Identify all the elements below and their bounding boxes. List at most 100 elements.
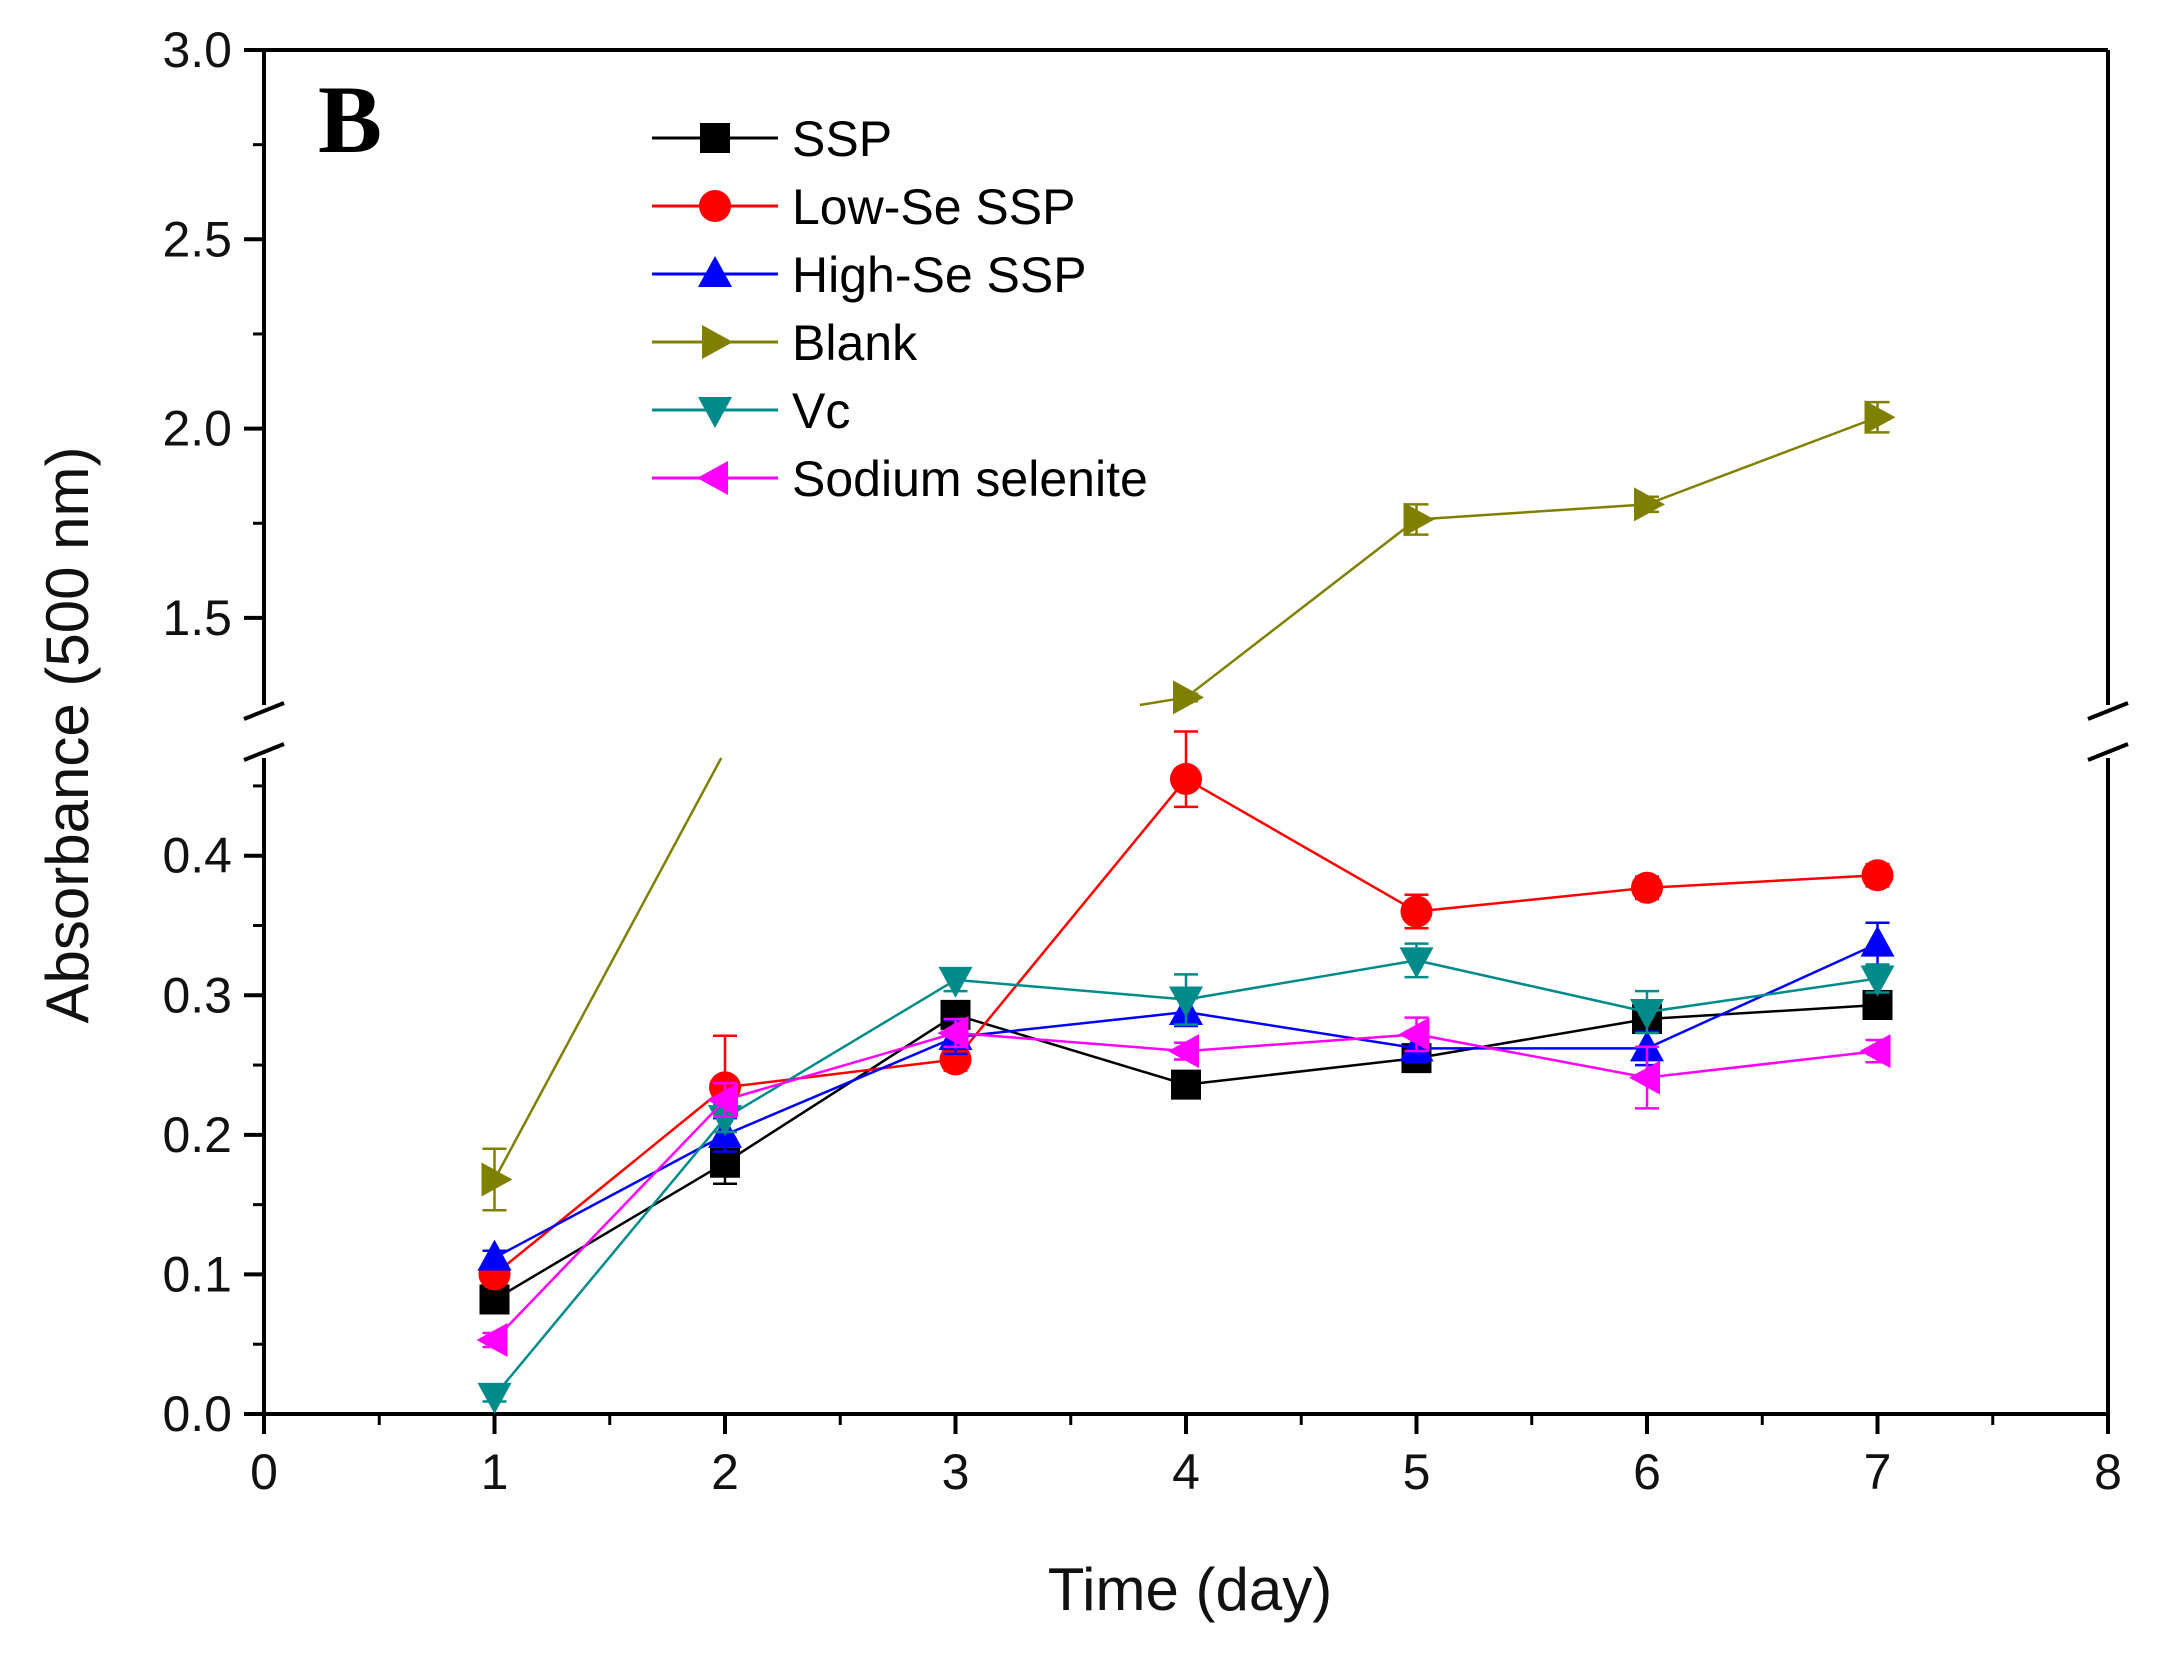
- series-line: [493, 1099, 726, 1341]
- legend-marker: [698, 397, 732, 428]
- y-tick-label: 2.5: [162, 211, 232, 267]
- data-point: [939, 1043, 972, 1076]
- legend-label: Vc: [792, 383, 850, 439]
- x-tick-label: 6: [1633, 1444, 1661, 1500]
- series-line: [1416, 959, 1648, 1014]
- data-point: [710, 1147, 740, 1178]
- series-line: [493, 1161, 726, 1301]
- series-line: [724, 978, 957, 1120]
- data-point: [1171, 1069, 1201, 1100]
- x-tick-label: 1: [481, 1444, 509, 1500]
- data-point: [1861, 859, 1894, 892]
- y-tick-label: 0.3: [162, 967, 232, 1023]
- y-tick-label: 0.4: [162, 828, 232, 884]
- series-blank: [481, 400, 1896, 1212]
- series-line: [954, 778, 1187, 1061]
- series-line: [955, 1010, 1187, 1039]
- data-point: [937, 1015, 969, 1050]
- series-line: [1646, 416, 1878, 506]
- x-axis-title: Time (day): [1048, 1556, 1332, 1623]
- panel-label: B: [318, 66, 382, 173]
- data-point: [1398, 1017, 1430, 1052]
- series-line: [1646, 977, 1878, 1014]
- data-point: [1173, 680, 1204, 715]
- x-tick-label: 4: [1172, 1444, 1200, 1500]
- axes-layer: 0 1 2 3 4 5 6 7 8 0.0 0.1 0.2 0.3 0.4 1.5 2.0 2.5 3.0: [162, 22, 2121, 1500]
- data-point: [1403, 502, 1435, 537]
- data-point: [1859, 1034, 1891, 1069]
- series-line: [1416, 1033, 1648, 1079]
- data-point: [481, 1162, 513, 1197]
- series-line: [1185, 518, 1418, 699]
- data-point: [707, 1082, 738, 1117]
- y-tick-label: 3.0: [162, 22, 232, 78]
- series-line: [493, 1117, 726, 1397]
- data-point: [477, 1382, 512, 1414]
- legend-marker: [699, 190, 731, 222]
- series-line: [724, 1031, 956, 1102]
- data-point: [1631, 871, 1663, 904]
- series-line: [1185, 777, 1418, 913]
- series-line: [1416, 1017, 1648, 1060]
- legend: SSP Low-Se SSP High-Se SSP Blank Vc Sodium se…: [652, 111, 1148, 507]
- series-line: [1416, 886, 1648, 913]
- series-line: [1416, 503, 1648, 521]
- series-line: [493, 757, 723, 1181]
- series-line: [493, 1133, 726, 1259]
- legend-marker: [698, 256, 732, 287]
- legend-label: Low-Se SSP: [792, 179, 1075, 235]
- y-tick-label: 0.1: [162, 1246, 232, 1302]
- x-tick-label: 8: [2094, 1444, 2122, 1500]
- x-tick-label: 3: [942, 1444, 970, 1500]
- axis-break: [243, 701, 2129, 762]
- data-point: [1634, 487, 1665, 522]
- x-tick-label: 7: [1864, 1444, 1892, 1500]
- series-sodium-selenite: [476, 1015, 1891, 1358]
- series-line: [724, 1013, 957, 1164]
- data-point: [1400, 895, 1433, 928]
- y-tick-label: 0.0: [162, 1386, 232, 1442]
- axis-break-mark-right: [2087, 742, 2129, 762]
- y-tick-label: 1.5: [162, 590, 232, 646]
- x-tick-label: 0: [250, 1444, 278, 1500]
- data-point: [476, 1323, 508, 1358]
- data-point: [1169, 986, 1203, 1018]
- y-axis-title: Absorbance (500 nm): [34, 447, 101, 1024]
- series-line: [1185, 1033, 1417, 1053]
- data-point: [1168, 1034, 1199, 1069]
- series-line: [1185, 1056, 1417, 1086]
- series-line: [1646, 1003, 1878, 1021]
- data-point: [1629, 1060, 1660, 1095]
- x-tick-label: 5: [1403, 1444, 1431, 1500]
- y-tick-label: 2.0: [162, 401, 232, 457]
- data-point: [938, 966, 973, 998]
- data-point: [1630, 999, 1664, 1031]
- legend-label: High-Se SSP: [792, 247, 1087, 303]
- data-point: [1860, 925, 1895, 957]
- series-layer: [476, 400, 1896, 1414]
- data-point: [1862, 990, 1893, 1021]
- axis-break-mark-left: [243, 701, 285, 721]
- axis-break-mark-left: [243, 742, 285, 762]
- y-tick-label: 0.2: [162, 1107, 232, 1163]
- data-point: [477, 1239, 512, 1271]
- x-tick-label: 2: [711, 1444, 739, 1500]
- series-line: [955, 1031, 1187, 1053]
- series-line: [493, 1086, 726, 1276]
- series-line: [1646, 1049, 1878, 1079]
- series-line: [724, 1035, 956, 1137]
- data-point: [479, 1284, 510, 1315]
- series-line: [1646, 873, 1878, 890]
- series-vc: [477, 942, 1895, 1414]
- data-point: [1860, 965, 1895, 997]
- legend-marker: [697, 461, 728, 495]
- data-point: [1399, 947, 1434, 979]
- series-line: [955, 1013, 1187, 1086]
- axis-break-mark-right: [2087, 701, 2129, 721]
- legend-label: SSP: [792, 111, 892, 167]
- series-line: [1185, 959, 1417, 1001]
- legend-marker: [700, 123, 730, 153]
- series-line: [1185, 1010, 1417, 1050]
- legend-marker: [702, 325, 733, 359]
